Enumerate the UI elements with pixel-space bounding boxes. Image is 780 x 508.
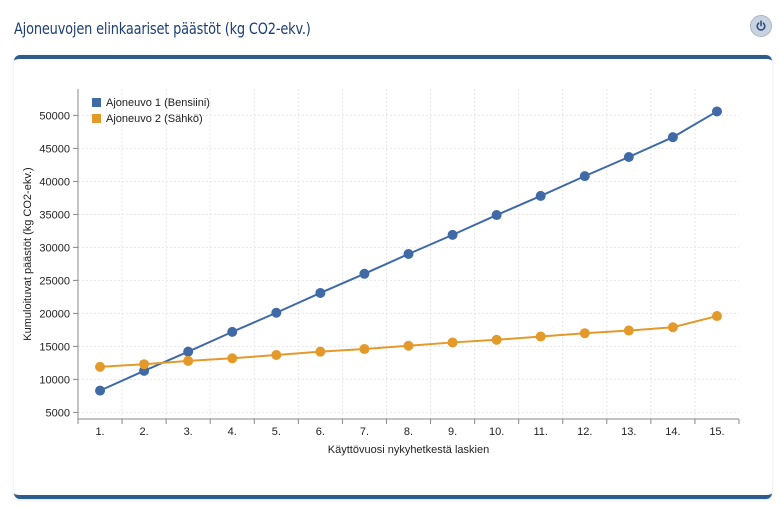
x-tick-label: 11. — [533, 426, 547, 438]
data-point[interactable] — [271, 349, 282, 360]
data-point[interactable] — [579, 328, 590, 339]
y-tick-label: 5000 — [46, 407, 70, 419]
data-point[interactable] — [315, 287, 326, 298]
y-tick-label: 30000 — [39, 242, 70, 254]
data-point[interactable] — [491, 334, 502, 345]
x-tick-label: 14. — [665, 426, 680, 438]
data-point[interactable] — [315, 346, 326, 357]
data-point[interactable] — [139, 359, 150, 370]
data-point[interactable] — [403, 249, 414, 259]
y-tick-label: 45000 — [39, 143, 70, 155]
data-point[interactable] — [183, 355, 194, 366]
data-point[interactable] — [711, 106, 722, 117]
x-tick-label: 9. — [448, 426, 457, 438]
y-tick-label: 10000 — [39, 374, 70, 386]
series-1 — [95, 106, 722, 396]
data-point[interactable] — [667, 132, 678, 143]
power-icon — [756, 20, 766, 31]
data-point[interactable] — [227, 353, 238, 364]
legend-label: Ajoneuvo 2 (Sähkö) — [106, 113, 203, 125]
x-tick-label: 3. — [184, 426, 193, 438]
data-point[interactable] — [579, 171, 590, 182]
y-tick-label: 20000 — [39, 308, 70, 320]
data-point[interactable] — [403, 340, 414, 351]
series — [95, 106, 722, 396]
data-point[interactable] — [183, 346, 194, 357]
y-tick-label: 35000 — [39, 209, 70, 221]
data-point[interactable] — [227, 326, 238, 337]
data-point[interactable] — [447, 229, 458, 240]
legend: Ajoneuvo 1 (Bensiini) Ajoneuvo 2 (Sähkö) — [92, 97, 210, 125]
x-tick-label: 1. — [95, 426, 104, 438]
x-tick-label: 12. — [577, 426, 592, 438]
y-tick-label: 40000 — [39, 176, 70, 188]
x-tick-label: 4. — [228, 426, 237, 438]
x-tick-label: 7. — [360, 426, 369, 438]
data-point[interactable] — [535, 190, 546, 201]
data-point[interactable] — [359, 344, 370, 355]
data-point[interactable] — [359, 268, 370, 279]
grid — [78, 89, 739, 419]
x-tick-label: 6. — [316, 426, 325, 438]
legend-swatch — [92, 114, 101, 123]
x-tick-label: 2. — [140, 426, 149, 438]
data-point[interactable] — [95, 361, 106, 372]
legend-swatch — [92, 98, 101, 107]
data-point[interactable] — [667, 322, 678, 333]
y-tick-label: 15000 — [39, 341, 70, 353]
x-tick-label: 10. — [489, 426, 504, 438]
y-tick-labels: 5000 10000 15000 20000 25000 30000 35000 40000 4… — [39, 110, 70, 419]
series-2 — [95, 311, 722, 372]
page-title: Ajoneuvojen elinkaariset päästöt (kg CO2… — [14, 19, 311, 38]
legend-item[interactable]: Ajoneuvo 2 (Sähkö) — [92, 113, 203, 125]
x-tick-label: 15. — [709, 426, 724, 438]
data-point[interactable] — [447, 337, 458, 348]
y-tick-label: 25000 — [39, 275, 70, 287]
data-point[interactable] — [271, 307, 282, 318]
y-tick-label: 50000 — [39, 110, 70, 122]
axes — [73, 89, 740, 424]
x-tick-label: 13. — [621, 426, 636, 438]
emissions-line-chart: 5000 10000 15000 20000 25000 30000 35000 40000 4… — [22, 89, 740, 456]
x-axis-label: Käyttövuosi nykyhetkestä laskien — [328, 444, 489, 456]
y-axis-label: Kumuloituvat päästöt (kg CO2-ekv.) — [22, 167, 34, 340]
data-point[interactable] — [491, 210, 502, 221]
data-point[interactable] — [711, 311, 722, 322]
legend-label: Ajoneuvo 1 (Bensiini) — [106, 97, 210, 109]
x-tick-labels: 1. 2. 3. 4. 5. 6. 7. 8. 9. 10. 11. 12. 13. 14. 15. — [95, 426, 724, 438]
legend-item[interactable]: Ajoneuvo 1 (Bensiini) — [92, 97, 210, 109]
data-point[interactable] — [623, 151, 634, 162]
x-tick-label: 5. — [272, 426, 281, 438]
chart-card: 5000 10000 15000 20000 25000 30000 35000 40000 4… — [14, 55, 772, 499]
x-tick-label: 8. — [404, 426, 413, 438]
power-button[interactable] — [750, 15, 772, 37]
data-point[interactable] — [95, 385, 106, 396]
data-point[interactable] — [535, 331, 546, 342]
data-point[interactable] — [623, 325, 634, 336]
